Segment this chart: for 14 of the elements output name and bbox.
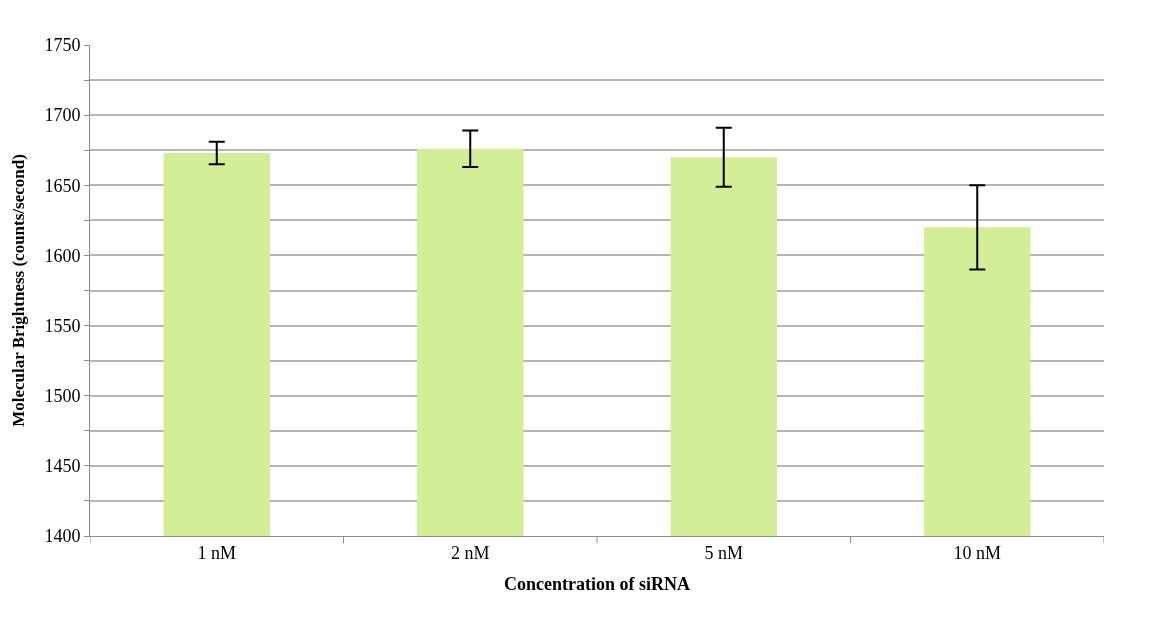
x-axis-title: Concentration of siRNA [504,573,690,594]
y-tick-label: 1500 [44,386,81,407]
x-tick-label: 1 nM [197,542,237,563]
y-tick-label: 1650 [44,175,81,196]
y-tick-label: 1450 [44,456,81,477]
y-tick-label: 1550 [44,315,81,336]
x-tick-label: 5 nM [704,542,744,563]
y-axis-title: Molecular Brightness (counts/second) [8,154,28,427]
y-tick-label: 1700 [44,105,81,126]
x-tick-label: 2 nM [450,542,490,563]
y-tick-label: 1600 [44,245,81,266]
y-tick-label: 1750 [44,35,81,56]
x-tick-label: 10 nM [953,542,1002,563]
y-tick-label: 1400 [44,526,81,547]
